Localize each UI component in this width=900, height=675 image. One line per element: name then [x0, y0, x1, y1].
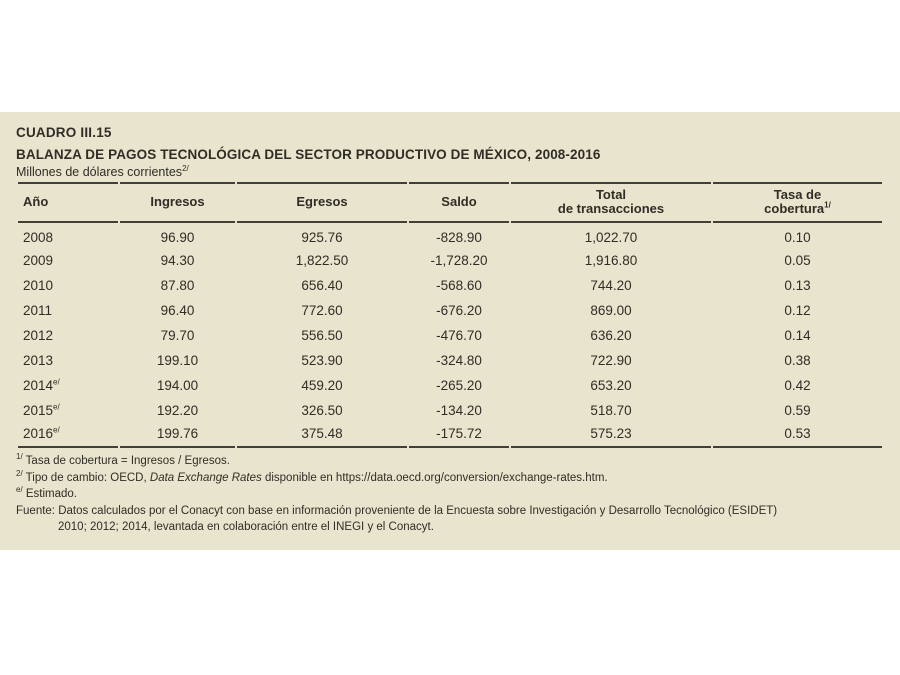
- table-row: 2016e/ 199.76 375.48 -175.72 575.23 0.53: [18, 423, 882, 448]
- header-row: Año Ingresos Egresos Saldo Total de trans…: [18, 182, 882, 223]
- cell-tasa: 0.59: [784, 403, 811, 418]
- cell-year: 2013: [23, 353, 54, 368]
- column-header-anio: Año: [18, 182, 118, 223]
- cell-tasa: 0.10: [784, 230, 811, 245]
- cell-egresos: 1,822.50: [295, 253, 349, 268]
- footnote-tipo-cambio: 2/ Tipo de cambio: OECD, Data Exchange R…: [16, 468, 608, 484]
- cell-tasa: 0.13: [784, 278, 811, 293]
- cell-egresos: 556.50: [301, 328, 343, 343]
- cell-ingresos: 87.80: [160, 278, 195, 293]
- cell-saldo: -175.72: [409, 423, 509, 448]
- cell-ingresos: 192.20: [156, 403, 199, 418]
- cell-total: 518.70: [590, 403, 632, 418]
- cell-total: 636.20: [590, 328, 632, 343]
- cell-egresos: 459.20: [301, 378, 343, 393]
- cell-egresos: 656.40: [301, 278, 343, 293]
- cell-total: 1,916.80: [584, 253, 638, 268]
- cell-ingresos: 199.10: [156, 353, 199, 368]
- column-header-tasa: Tasa de cobertura1/: [713, 182, 882, 223]
- cell-egresos: 523.90: [301, 353, 343, 368]
- cell-saldo: -476.70: [436, 328, 482, 343]
- year-note: e/: [53, 402, 60, 412]
- cell-saldo: -568.60: [436, 278, 482, 293]
- cell-tasa: 0.14: [784, 328, 811, 343]
- cell-tasa: 0.38: [784, 353, 811, 368]
- table-row: 2014e/ 194.00 459.20 -265.20 653.20 0.42: [18, 373, 882, 398]
- footnote-tasa: 1/ Tasa de cobertura = Ingresos / Egreso…: [16, 452, 230, 467]
- cell-tasa: 0.42: [784, 378, 811, 393]
- footnotes: 1/ Tasa de cobertura = Ingresos / Egreso…: [16, 453, 884, 536]
- cell-year: 2011: [23, 303, 53, 318]
- cell-total: 722.90: [590, 353, 632, 368]
- footnote-italic-title: Data Exchange Rates: [149, 471, 262, 484]
- cell-total: 1,022.70: [584, 230, 638, 245]
- cell-egresos: 925.76: [301, 230, 343, 245]
- footnote-estimado: e/ Estimado.: [16, 485, 78, 500]
- cell-tasa: 0.05: [784, 253, 811, 268]
- cell-saldo: -828.90: [436, 230, 482, 245]
- cell-total: 653.20: [590, 378, 632, 393]
- cell-ingresos: 79.70: [160, 328, 195, 343]
- cell-total: 869.00: [590, 303, 632, 318]
- table-number: CUADRO III.15: [16, 125, 112, 140]
- table-row: 2011 96.40 772.60 -676.20 869.00 0.12: [18, 298, 882, 323]
- cell-year: 2008: [23, 230, 54, 245]
- cell-total: 744.20: [590, 278, 632, 293]
- cell-egresos: 772.60: [301, 303, 343, 318]
- cell-saldo: -676.20: [436, 303, 482, 318]
- year-note: e/: [53, 425, 60, 434]
- table-row: 2010 87.80 656.40 -568.60 744.20 0.13: [18, 273, 882, 298]
- year-note: e/: [53, 377, 60, 387]
- cell-saldo: -1,728.20: [430, 253, 488, 268]
- subtitle-text: Millones de dólares corrientes: [16, 165, 183, 179]
- table-row: 2013 199.10 523.90 -324.80 722.90 0.38: [18, 348, 882, 373]
- data-table: Año Ingresos Egresos Saldo Total de trans…: [16, 182, 884, 448]
- cell-saldo: -324.80: [436, 353, 482, 368]
- cell-saldo: -134.20: [436, 403, 482, 418]
- tasa-footnote-marker: 1/: [824, 200, 831, 210]
- cell-year: 2009: [23, 253, 54, 268]
- footnote-fuente: Fuente: Datos calculados por el Conacyt …: [16, 504, 778, 534]
- cell-ingresos: 96.90: [160, 230, 195, 245]
- table-row: 2012 79.70 556.50 -476.70 636.20 0.14: [18, 323, 882, 348]
- cell-tasa: 0.53: [713, 423, 882, 448]
- cell-saldo: -265.20: [436, 378, 482, 393]
- cell-tasa: 0.12: [784, 303, 811, 318]
- cell-egresos: 326.50: [301, 403, 343, 418]
- table-row: 2008 96.90 925.76 -828.90 1,022.70 0.10: [18, 223, 882, 248]
- table-subtitle: Millones de dólares corrientes2/: [16, 163, 884, 179]
- column-header-egresos: Egresos: [237, 182, 407, 223]
- cell-year: 2012: [23, 328, 54, 343]
- footnote-marker: e/: [16, 485, 23, 495]
- cell-ingresos: 96.40: [160, 303, 195, 318]
- column-header-ingresos: Ingresos: [120, 182, 235, 223]
- column-header-total: Total de transacciones: [511, 182, 711, 223]
- cell-egresos: 375.48: [237, 423, 407, 448]
- table-row: 2015e/ 192.20 326.50 -134.20 518.70 0.59: [18, 398, 882, 423]
- cell-year: 2015e/: [23, 402, 60, 418]
- footnote-marker: 1/: [16, 452, 23, 462]
- subtitle-footnote-marker: 2/: [182, 163, 189, 173]
- cell-total: 575.23: [511, 423, 711, 448]
- footnote-marker: 2/: [16, 468, 23, 478]
- column-header-saldo: Saldo: [409, 182, 509, 223]
- table-row: 2009 94.30 1,822.50 -1,728.20 1,916.80 0…: [18, 248, 882, 273]
- cell-year: 2016e/: [18, 423, 118, 448]
- cell-ingresos: 94.30: [160, 253, 195, 268]
- cell-year: 2010: [23, 278, 54, 293]
- table-title: BALANZA DE PAGOS TECNOLÓGICA DEL SECTOR …: [16, 147, 601, 162]
- cell-ingresos: 194.00: [156, 378, 199, 393]
- cell-year: 2014e/: [23, 377, 60, 393]
- cell-ingresos: 199.76: [120, 423, 235, 448]
- table-panel: CUADRO III.15 BALANZA DE PAGOS TECNOLÓGI…: [0, 112, 900, 550]
